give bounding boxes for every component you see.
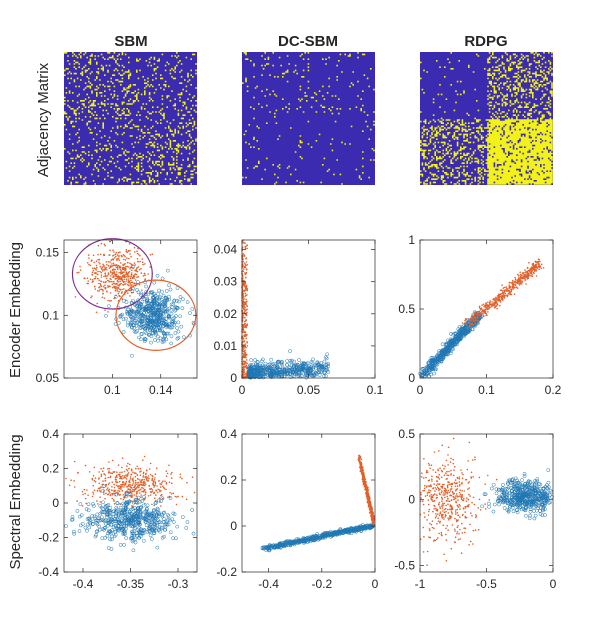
- y-tick-label: 0.02: [214, 307, 238, 321]
- sbm-spectral-embedding-plot: -0.4 -0.35 -0.3 -0.4 -0.2 0 0.2 0.4: [38, 427, 198, 591]
- series-orange-points: [65, 455, 196, 517]
- matrix-edges: [64, 52, 197, 185]
- x-tick-label: -0.5: [476, 577, 497, 591]
- dcsbm-encoder-embedding-plot: 0 0.05 0.1 0 0.01 0.02 0.03 0.04: [214, 239, 384, 397]
- cluster-circle-purple: [71, 238, 153, 310]
- x-tick-label: 0: [550, 577, 557, 591]
- y-tick-label: 0.4: [220, 427, 237, 441]
- x-tick-label: -0.3: [168, 577, 189, 591]
- x-tick-label: -0.2: [311, 577, 332, 591]
- x-tick-label: 0: [239, 383, 246, 397]
- row-label-encoder: Encoder Embedding: [7, 242, 24, 378]
- series-blue-points: [480, 468, 554, 521]
- axes-box: [241, 433, 376, 573]
- row-label-adjacency: Adjacency Matrix: [35, 62, 52, 177]
- series-blue-points: [260, 523, 376, 553]
- series-orange-points: [461, 258, 545, 329]
- dcsbm-adjacency-matrix: [242, 52, 375, 185]
- x-tick-label: 0.1: [104, 383, 121, 397]
- series-blue-points: [104, 264, 197, 358]
- column-title-dcsbm: DC-SBM: [278, 33, 338, 50]
- y-tick-label: 0.1: [42, 308, 59, 322]
- row-label-spectral: Spectral Embedding: [7, 434, 24, 569]
- series-orange-points: [357, 454, 376, 526]
- x-tick-label: -0.4: [73, 577, 94, 591]
- series-blue-points: [64, 484, 196, 553]
- x-tick-label: 0.2: [545, 383, 562, 397]
- y-tick-label: -0.5: [394, 558, 415, 572]
- x-tick-label: 0.05: [297, 383, 321, 397]
- series-blue-points: [246, 349, 331, 380]
- rdpg-encoder-embedding-plot: 0 0.1 0.2 0 0.5 1: [398, 233, 561, 397]
- y-tick-label: -0.4: [38, 565, 59, 579]
- x-tick-label: 0.1: [367, 383, 384, 397]
- rdpg-adjacency-matrix: [420, 52, 553, 185]
- y-tick-label: 0: [52, 496, 59, 510]
- y-tick-label: 0.03: [214, 275, 238, 289]
- matrix-background: [242, 52, 375, 185]
- x-tick-label: -0.35: [117, 577, 145, 591]
- y-tick-label: 0: [230, 519, 237, 533]
- x-tick-label: 0.1: [478, 383, 495, 397]
- y-tick-label: 0.5: [398, 302, 415, 316]
- y-tick-label: 0.04: [214, 243, 238, 257]
- column-title-rdpg: RDPG: [464, 33, 507, 50]
- y-tick-label: -0.2: [38, 531, 59, 545]
- x-tick-label: 0: [417, 383, 424, 397]
- y-tick-label: -0.2: [216, 565, 237, 579]
- matrix-background: [64, 52, 197, 185]
- axes-box: [63, 239, 198, 379]
- y-tick-label: 0.2: [220, 473, 237, 487]
- y-tick-label: 0.01: [214, 339, 238, 353]
- y-tick-label: 0.05: [36, 371, 60, 385]
- axes-box: [63, 433, 198, 573]
- dcsbm-spectral-embedding-plot: -0.4 -0.2 0 -0.2 0 0.2 0.4: [216, 427, 378, 591]
- rdpg-spectral-embedding-plot: -1 -0.5 0-0.500.5: [394, 427, 556, 591]
- y-tick-label: 0: [408, 371, 415, 385]
- axes-box: [241, 239, 376, 379]
- matrix-edges: [420, 52, 553, 185]
- y-tick-label: 0: [408, 493, 415, 507]
- x-tick-label: 0.14: [149, 383, 173, 397]
- sbm-adjacency-matrix: [64, 52, 197, 185]
- column-title-sbm: SBM: [114, 33, 147, 50]
- y-tick-label: 1: [408, 233, 415, 247]
- series-orange-points: [419, 437, 498, 566]
- sbm-encoder-embedding-plot: 0.1 0.14 0.05 0.1 0.15: [36, 238, 198, 397]
- series-blue-points: [418, 309, 487, 379]
- x-tick-label: 0: [372, 577, 379, 591]
- y-tick-label: 0.15: [36, 246, 60, 260]
- x-tick-label: -1: [415, 577, 426, 591]
- y-tick-label: 0.4: [42, 427, 59, 441]
- y-tick-label: 0.5: [398, 427, 415, 441]
- y-tick-label: 0.2: [42, 462, 59, 476]
- y-tick-label: 0: [230, 371, 237, 385]
- x-tick-label: -0.4: [258, 577, 279, 591]
